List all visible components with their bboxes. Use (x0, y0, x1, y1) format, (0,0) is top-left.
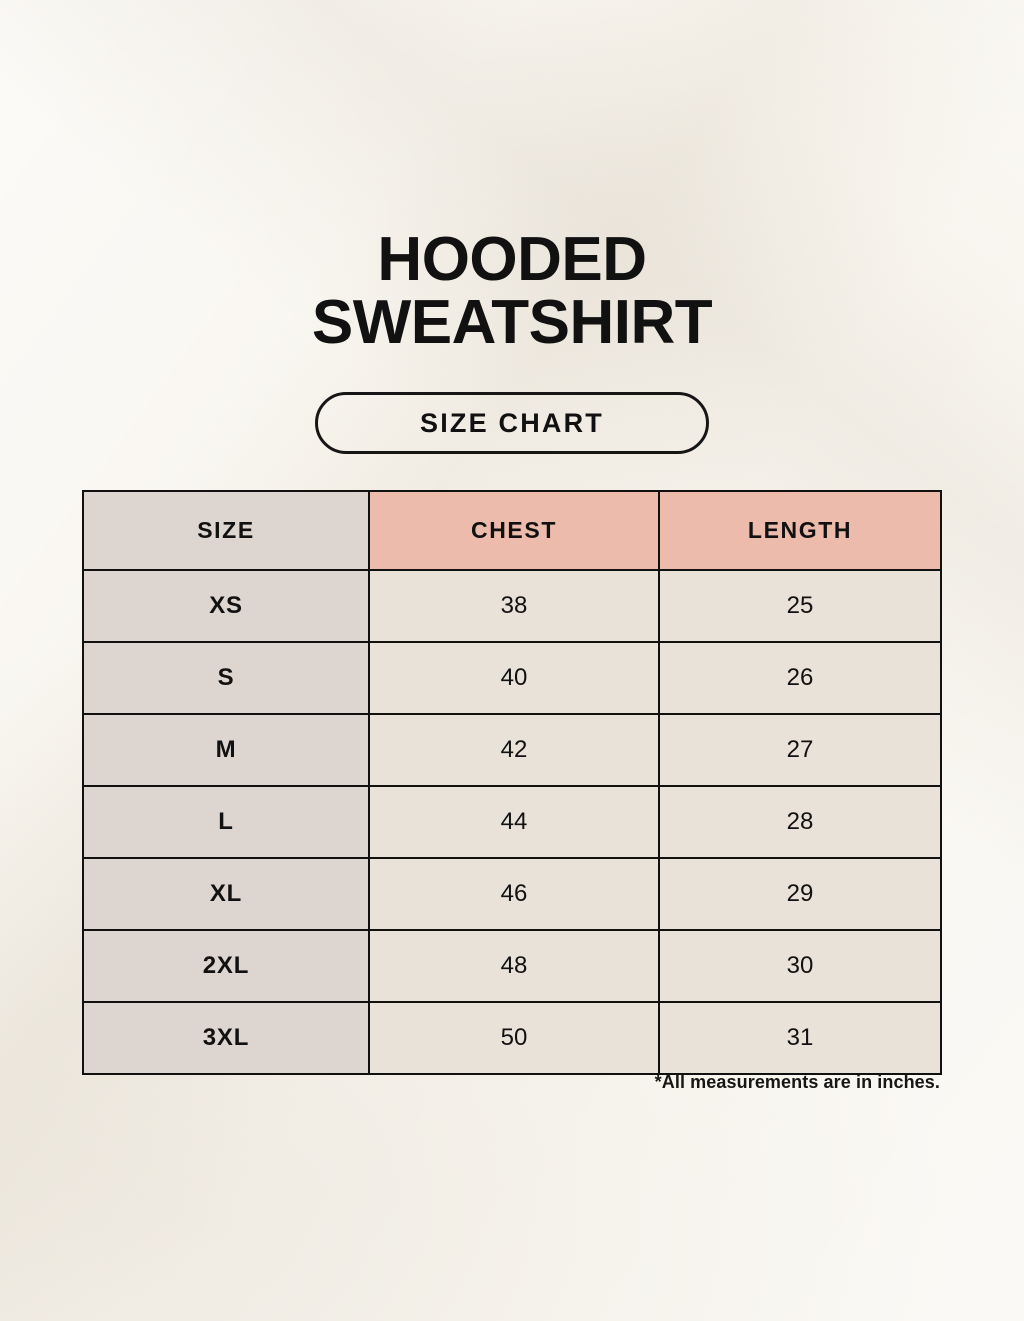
cell-length: 27 (658, 713, 942, 787)
cell-size: XS (82, 569, 370, 643)
size-table-body: XS 38 25 S 40 26 M 42 27 L 44 28 (82, 569, 942, 1075)
cell-chest: 44 (368, 785, 660, 859)
size-table-container: SIZE CHEST LENGTH XS 38 25 S 40 26 M (82, 490, 942, 1075)
cell-size: XL (82, 857, 370, 931)
cell-size: L (82, 785, 370, 859)
cell-chest: 50 (368, 1001, 660, 1075)
cell-length: 29 (658, 857, 942, 931)
table-row: M 42 27 (82, 713, 942, 787)
table-row: XS 38 25 (82, 569, 942, 643)
cell-chest: 38 (368, 569, 660, 643)
column-header-size: SIZE (82, 490, 370, 571)
cell-length: 30 (658, 929, 942, 1003)
page-title-line-2: SWEATSHIRT (311, 288, 713, 358)
cell-chest: 46 (368, 857, 660, 931)
table-row: XL 46 29 (82, 857, 942, 931)
column-header-chest: CHEST (368, 490, 660, 571)
size-chart-badge: SIZE CHART (315, 392, 709, 454)
cell-chest: 42 (368, 713, 660, 787)
table-row: L 44 28 (82, 785, 942, 859)
column-header-length: LENGTH (658, 490, 942, 571)
table-row: S 40 26 (82, 641, 942, 715)
cell-length: 26 (658, 641, 942, 715)
table-row: 2XL 48 30 (82, 929, 942, 1003)
table-header-row: SIZE CHEST LENGTH (82, 490, 942, 571)
cell-chest: 48 (368, 929, 660, 1003)
size-table-header: SIZE CHEST LENGTH (82, 490, 942, 571)
cell-size: 3XL (82, 1001, 370, 1075)
cell-size: M (82, 713, 370, 787)
cell-size: S (82, 641, 370, 715)
cell-length: 25 (658, 569, 942, 643)
size-table: SIZE CHEST LENGTH XS 38 25 S 40 26 M (82, 490, 942, 1075)
cell-size: 2XL (82, 929, 370, 1003)
cell-length: 31 (658, 1001, 942, 1075)
size-chart-badge-label: SIZE CHART (420, 407, 604, 438)
cell-chest: 40 (368, 641, 660, 715)
page-title: HOODED SWEATSHIRT (0, 225, 1024, 358)
measurement-note: *All measurements are in inches. (654, 1072, 940, 1092)
table-row: 3XL 50 31 (82, 1001, 942, 1075)
page-title-line-1: HOODED (377, 225, 647, 294)
cell-length: 28 (658, 785, 942, 859)
